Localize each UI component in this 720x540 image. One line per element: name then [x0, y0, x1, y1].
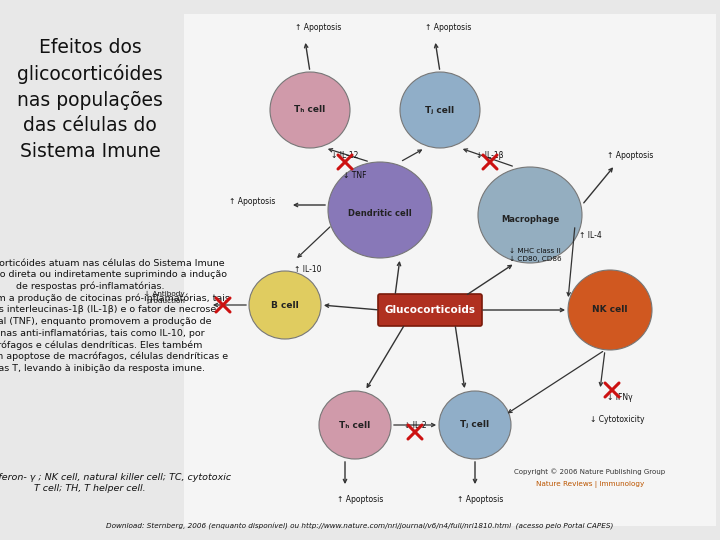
Text: ↑ Apoptosis: ↑ Apoptosis	[229, 198, 275, 206]
FancyBboxPatch shape	[378, 294, 482, 326]
Text: Download: Sternberg, 2006 (enquanto disponível) ou http://www.nature.com/nri/jou: Download: Sternberg, 2006 (enquanto disp…	[107, 523, 613, 530]
Text: ↑ Apoptosis: ↑ Apoptosis	[337, 496, 383, 504]
Text: Tₕ cell: Tₕ cell	[339, 421, 371, 429]
Text: ↑ Apoptosis: ↑ Apoptosis	[607, 151, 653, 159]
Text: Efeitos dos
glicocorticóides
nas populações
das células do
Sistema Imune: Efeitos dos glicocorticóides nas populaç…	[17, 38, 163, 161]
Text: ↓ IL-12: ↓ IL-12	[331, 151, 359, 159]
Text: ↓ IL-1β: ↓ IL-1β	[476, 151, 504, 159]
Ellipse shape	[319, 391, 391, 459]
FancyBboxPatch shape	[184, 14, 716, 526]
Text: B cell: B cell	[271, 300, 299, 309]
Text: Tⱼ cell: Tⱼ cell	[426, 105, 454, 114]
Text: Macrophage: Macrophage	[501, 214, 559, 224]
Ellipse shape	[249, 271, 321, 339]
Text: ↑ IL-4: ↑ IL-4	[579, 231, 601, 240]
Text: ↑ IL-10: ↑ IL-10	[294, 266, 322, 274]
Text: ↓ Antibody
production: ↓ Antibody production	[145, 291, 185, 303]
Text: ↓ IL-2: ↓ IL-2	[404, 421, 426, 429]
Text: Nature Reviews | Immunology: Nature Reviews | Immunology	[536, 482, 644, 489]
Text: Copyright © 2006 Nature Publishing Group: Copyright © 2006 Nature Publishing Group	[514, 469, 665, 475]
Text: Dendritic cell: Dendritic cell	[348, 210, 412, 219]
Text: ↓ MHC class II
↓ CD80, CD86: ↓ MHC class II ↓ CD80, CD86	[509, 248, 562, 261]
Text: Tₕ cell: Tₕ cell	[294, 105, 325, 114]
Text: ↓ Cytotoxicity: ↓ Cytotoxicity	[590, 415, 645, 424]
Text: Os Glicocorticóides atuam nas células do Sistema Imune
(SI) agindo direta ou ind: Os Glicocorticóides atuam nas células do…	[0, 259, 230, 373]
Ellipse shape	[568, 270, 652, 350]
Text: ↑ Apoptosis: ↑ Apoptosis	[425, 23, 471, 31]
Ellipse shape	[328, 162, 432, 258]
Text: IFNγ: interferon- γ ; NK cell, natural killer cell; TC, cytotoxic
T cell; TH, T : IFNγ: interferon- γ ; NK cell, natural k…	[0, 472, 231, 493]
Text: NK cell: NK cell	[593, 306, 628, 314]
Ellipse shape	[439, 391, 511, 459]
Ellipse shape	[478, 167, 582, 263]
Text: ↑ Apoptosis: ↑ Apoptosis	[294, 23, 341, 31]
Text: ↑ Apoptosis: ↑ Apoptosis	[456, 496, 503, 504]
Ellipse shape	[400, 72, 480, 148]
Text: Tⱼ cell: Tⱼ cell	[460, 421, 490, 429]
Text: ↓ TNF: ↓ TNF	[343, 171, 366, 179]
Ellipse shape	[270, 72, 350, 148]
Text: ↓ IFNγ: ↓ IFNγ	[607, 394, 633, 402]
Text: Glucocorticoids: Glucocorticoids	[384, 305, 475, 315]
